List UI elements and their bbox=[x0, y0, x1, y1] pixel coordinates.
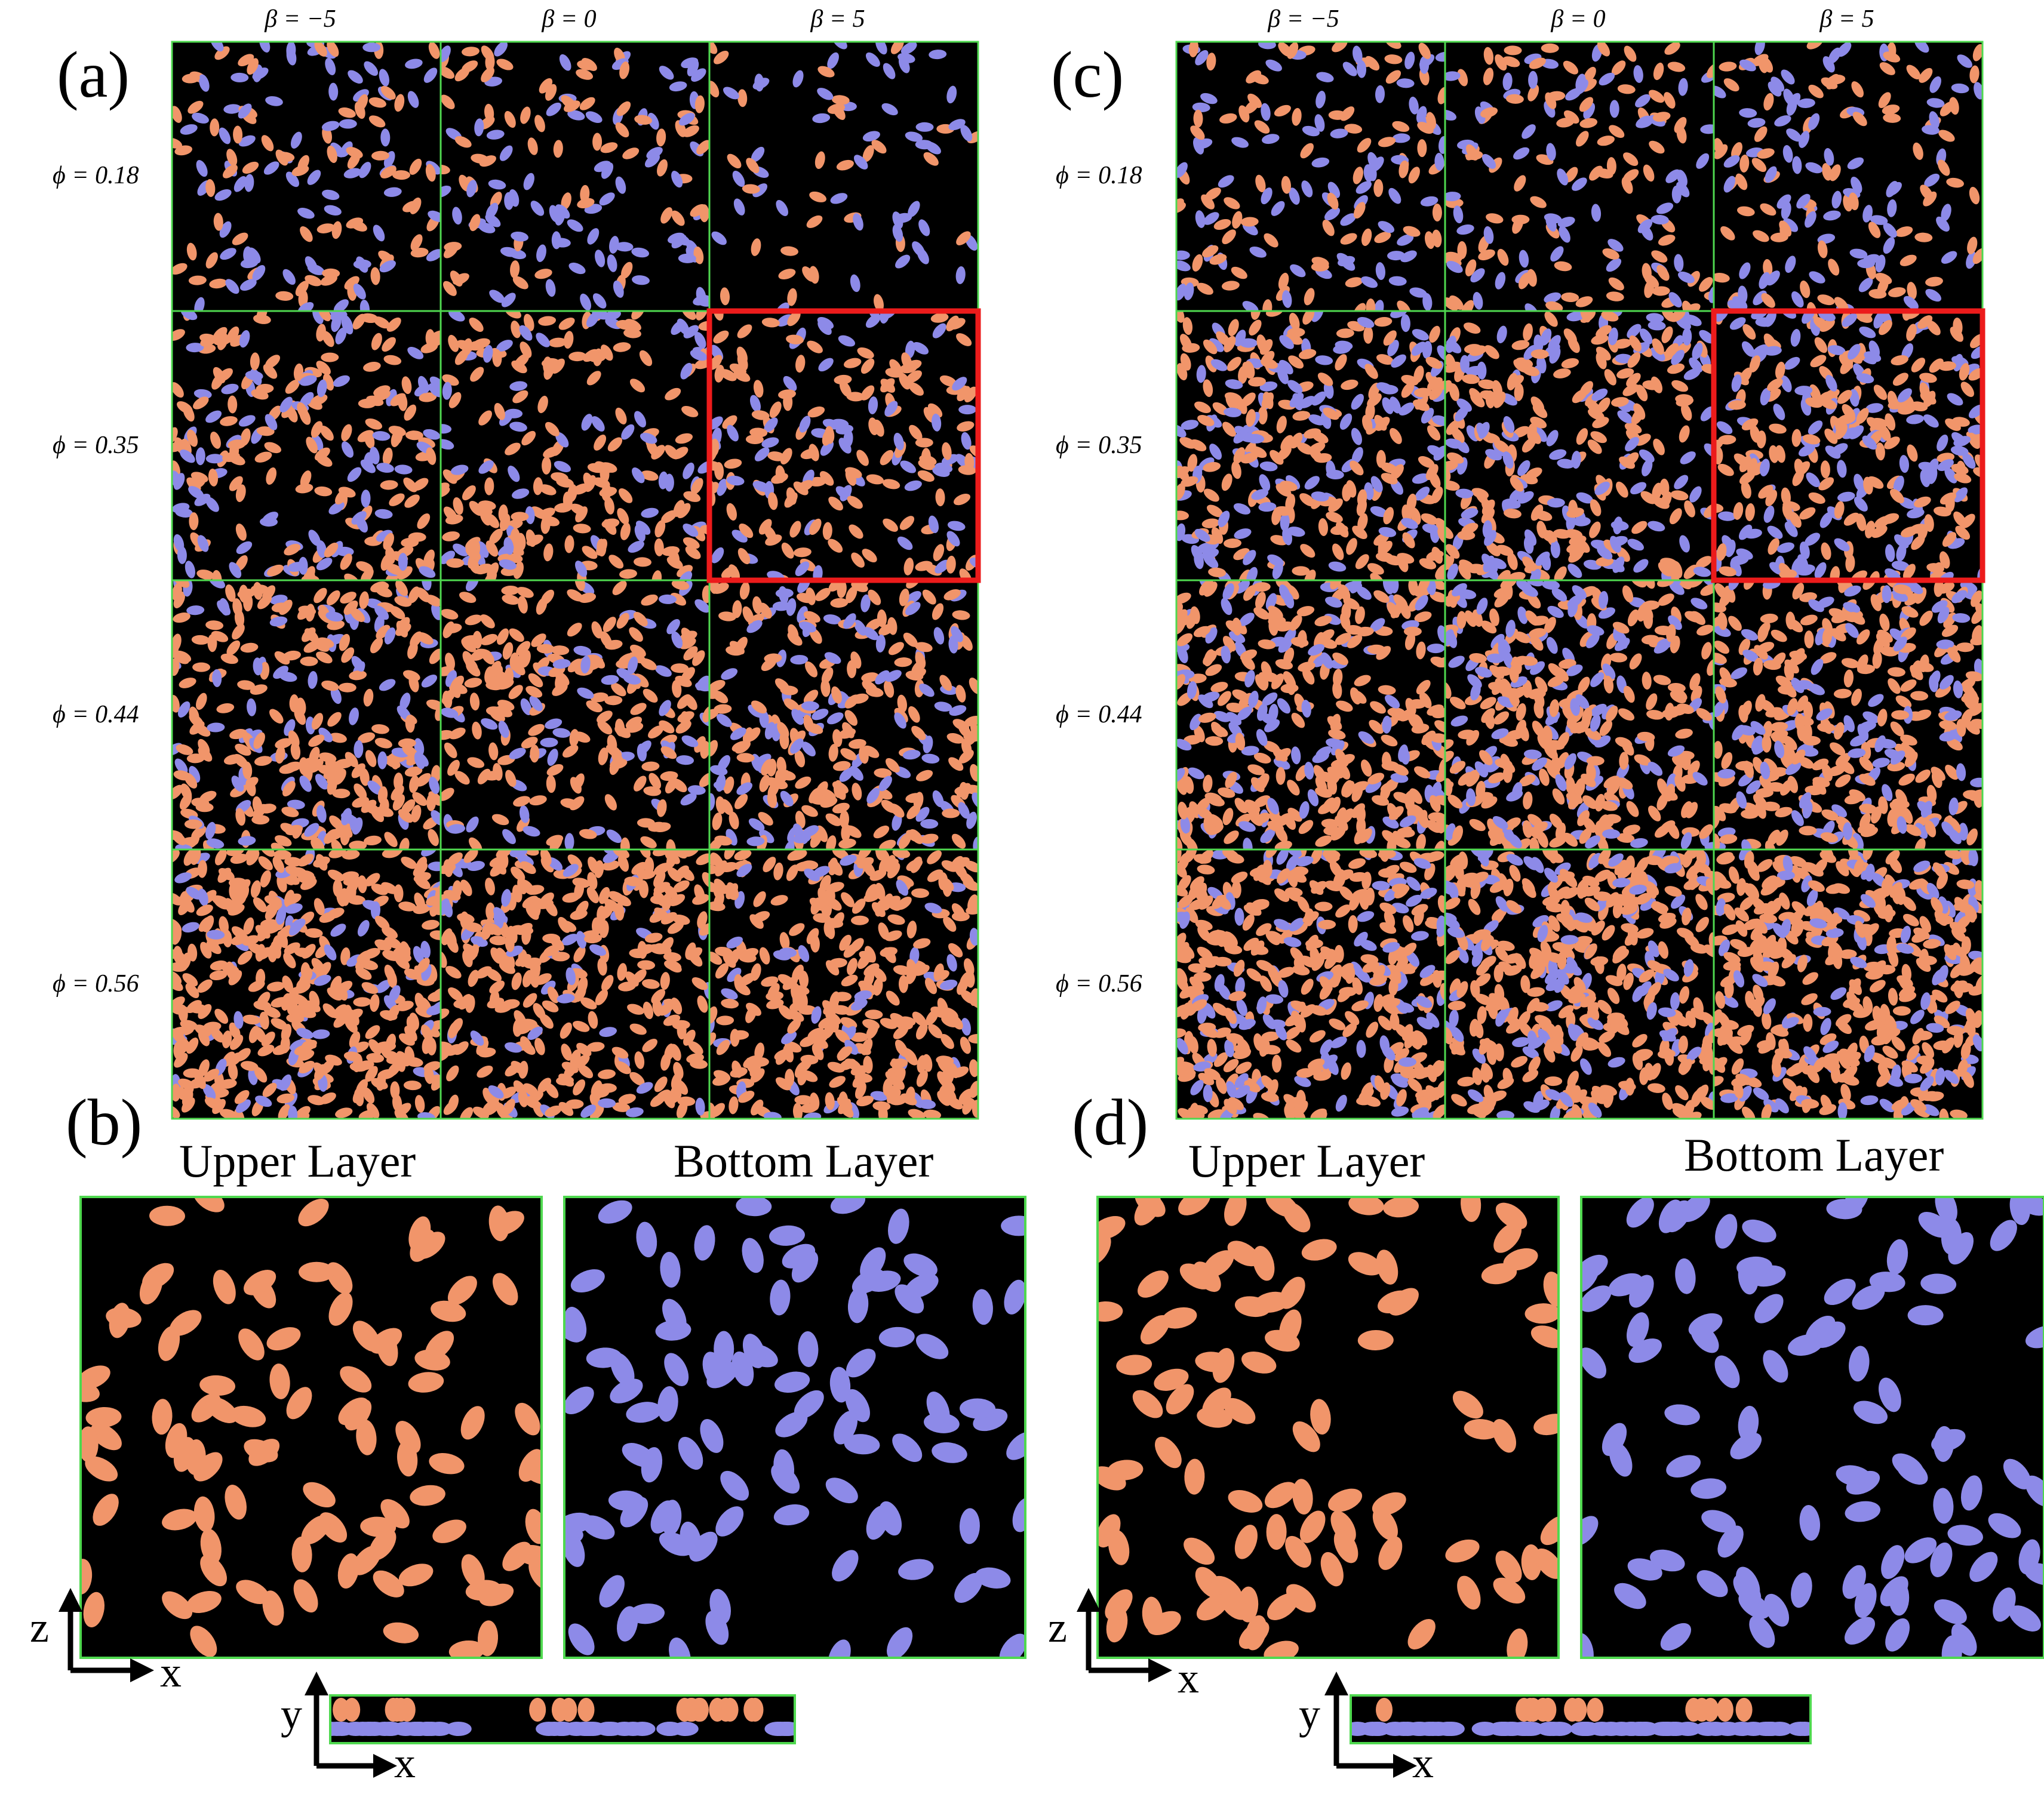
snapshot-c-r3-c0 bbox=[1176, 849, 1445, 1119]
axis-x-d: x bbox=[1178, 1654, 1199, 1702]
axis-arrows-b-side bbox=[305, 1672, 397, 1778]
axis-z-b: z bbox=[30, 1603, 49, 1651]
snapshot-a-r0-c2 bbox=[709, 42, 978, 311]
column-label-a-0: β = −5 bbox=[265, 5, 336, 33]
row-label-c-0: ϕ = 0.18 bbox=[1056, 162, 1142, 189]
panel-label-a: (a) bbox=[57, 38, 130, 111]
grid-cell-a-r3-c2 bbox=[708, 848, 979, 1120]
snapshot-a-r1-c2 bbox=[709, 311, 978, 580]
axis-arrows-d-top bbox=[1077, 1588, 1172, 1682]
snapshot-c-r0-c0 bbox=[1176, 42, 1445, 311]
row-label-c-2: ϕ = 0.44 bbox=[1056, 701, 1142, 728]
layer-view-d-upper bbox=[1098, 1197, 1559, 1658]
side-frame-d bbox=[1350, 1694, 1812, 1744]
column-label-c-2: β = 5 bbox=[1819, 5, 1874, 33]
row-label-a-2: ϕ = 0.44 bbox=[53, 701, 139, 728]
snapshot-a-r3-c1 bbox=[441, 849, 709, 1119]
snapshot-a-r1-c1 bbox=[441, 311, 709, 580]
panel-label-b: (b) bbox=[66, 1086, 143, 1159]
layer-view-b-bottom bbox=[564, 1197, 1025, 1658]
snapshot-c-r2-c1 bbox=[1445, 580, 1714, 849]
side-view-b bbox=[330, 1695, 795, 1743]
snapshot-c-r3-c1 bbox=[1445, 849, 1714, 1119]
snapshot-c-r0-c1 bbox=[1445, 42, 1714, 311]
side-frame-b bbox=[329, 1694, 796, 1744]
snapshot-c-r1-c1 bbox=[1445, 311, 1714, 580]
side-view-d bbox=[1351, 1695, 1811, 1743]
snapshot-c-r2-c2 bbox=[1714, 580, 1982, 849]
layer-frame-d-upper bbox=[1096, 1196, 1560, 1659]
snapshot-c-r2-c0 bbox=[1176, 580, 1445, 849]
snapshot-a-r2-c1 bbox=[441, 580, 709, 849]
highlight-frame-a bbox=[706, 308, 981, 583]
axis-z-d: z bbox=[1048, 1603, 1067, 1651]
layer-title-d-upper: Upper Layer bbox=[1188, 1135, 1425, 1187]
snapshot-a-r2-c0 bbox=[172, 580, 441, 849]
layer-frame-d-bottom bbox=[1580, 1196, 2044, 1659]
column-label-a-2: β = 5 bbox=[810, 5, 865, 33]
layer-view-d-bottom bbox=[1581, 1197, 2044, 1658]
axis-y-d: y bbox=[1299, 1690, 1320, 1738]
axis-y-b: y bbox=[281, 1690, 302, 1738]
highlight-frame-c bbox=[1711, 308, 1985, 583]
row-label-a-3: ϕ = 0.56 bbox=[53, 970, 139, 998]
row-label-c-1: ϕ = 0.35 bbox=[1056, 432, 1142, 459]
row-label-c-3: ϕ = 0.56 bbox=[1056, 970, 1142, 998]
column-label-a-1: β = 0 bbox=[542, 5, 597, 33]
axis-x-d-side: x bbox=[1412, 1739, 1434, 1787]
layer-title-b-bottom: Bottom Layer bbox=[674, 1135, 934, 1187]
layer-frame-b-bottom bbox=[563, 1196, 1026, 1659]
snapshot-c-r1-c0 bbox=[1176, 311, 1445, 580]
layer-view-b-upper bbox=[81, 1197, 542, 1658]
snapshot-a-r2-c2 bbox=[709, 580, 978, 849]
snapshot-c-r0-c2 bbox=[1714, 42, 1982, 311]
column-label-c-0: β = −5 bbox=[1268, 5, 1339, 33]
axis-arrows-d-side bbox=[1324, 1672, 1417, 1778]
panel-label-d: (d) bbox=[1072, 1086, 1149, 1159]
snapshot-a-r3-c2 bbox=[709, 849, 978, 1119]
axis-arrows-b-top bbox=[59, 1588, 154, 1682]
column-label-c-1: β = 0 bbox=[1551, 5, 1606, 33]
snapshot-a-r1-c0 bbox=[172, 311, 441, 580]
row-label-a-0: ϕ = 0.18 bbox=[53, 162, 139, 189]
layer-title-d-bottom: Bottom Layer bbox=[1684, 1129, 1944, 1181]
layer-frame-b-upper bbox=[79, 1196, 543, 1659]
axis-x-b: x bbox=[160, 1648, 182, 1696]
snapshot-c-r1-c2 bbox=[1714, 311, 1982, 580]
snapshot-a-r3-c0 bbox=[172, 849, 441, 1119]
snapshot-a-r0-c1 bbox=[441, 42, 709, 311]
grid-cell-c-r3-c2 bbox=[1713, 848, 1984, 1120]
snapshot-c-r3-c2 bbox=[1714, 849, 1982, 1119]
axis-x-b-side: x bbox=[394, 1739, 416, 1787]
panel-label-c: (c) bbox=[1051, 38, 1124, 111]
row-label-a-1: ϕ = 0.35 bbox=[53, 432, 139, 459]
layer-title-b-upper: Upper Layer bbox=[179, 1135, 416, 1187]
snapshot-a-r0-c0 bbox=[172, 42, 441, 311]
